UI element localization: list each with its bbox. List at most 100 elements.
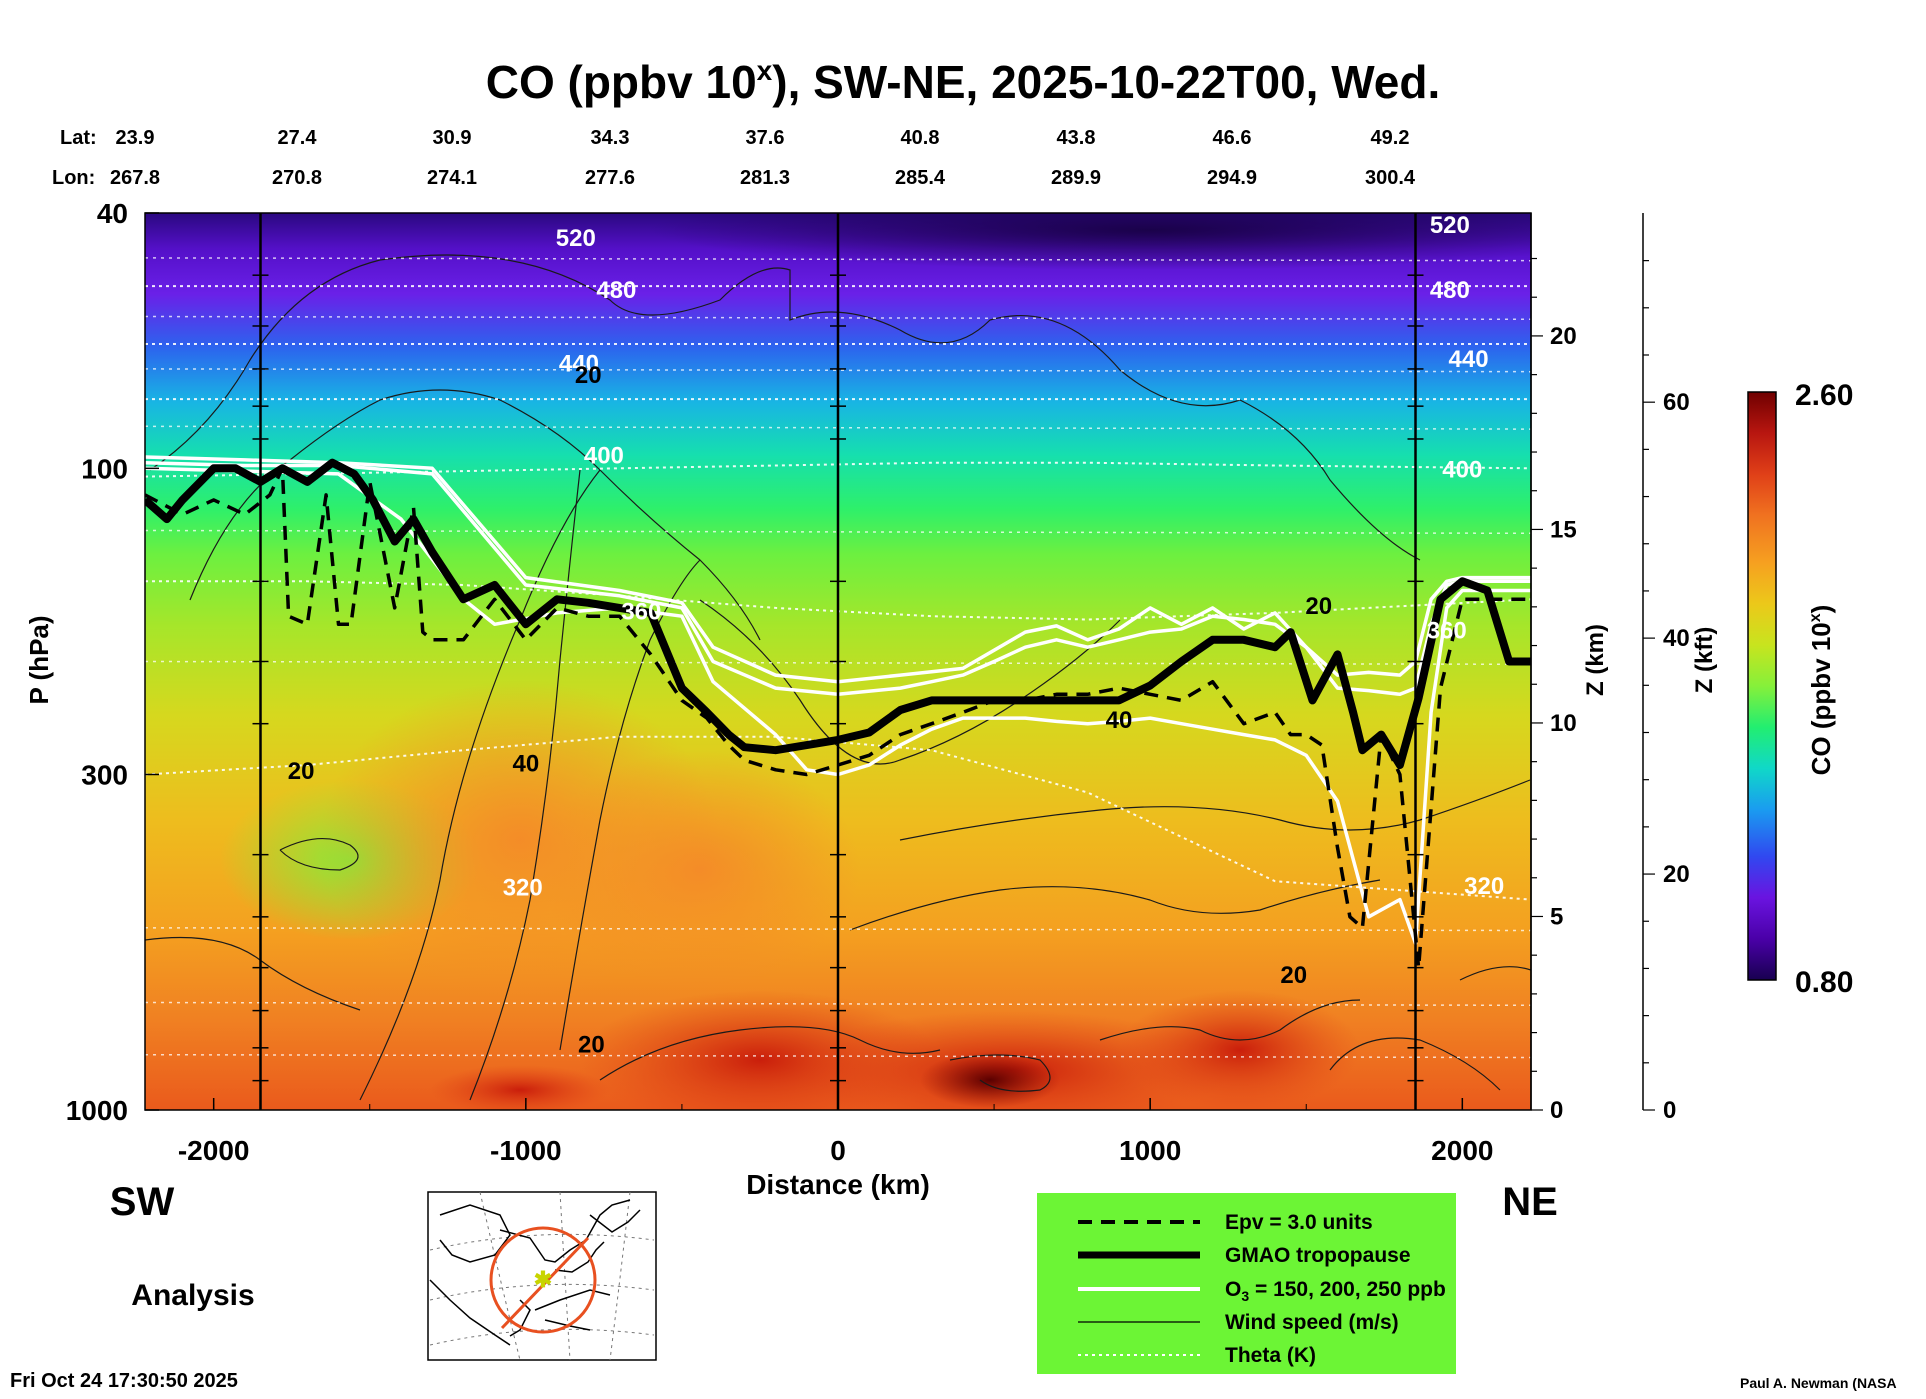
z-kft-tick-label: 60 — [1663, 389, 1690, 416]
lon-label: Lon: — [52, 167, 95, 189]
contour-label: 20 — [578, 1031, 605, 1058]
x-tick-label: 0 — [830, 1135, 846, 1166]
lat-value: 27.4 — [278, 127, 318, 149]
lat-value: 40.8 — [901, 127, 940, 149]
inset-map: ✱ — [427, 1191, 657, 1361]
z-km-tick-label: 0 — [1550, 1097, 1563, 1124]
z-km-axis: 0 5 10 15 20 — [1530, 213, 1577, 1124]
contour-label: 440 — [1449, 346, 1489, 373]
contour-label: 520 — [556, 225, 596, 252]
z-kft-axis-label: Z (kft) — [1691, 627, 1718, 694]
lon-value: 277.6 — [585, 167, 635, 189]
analysis-label: Analysis — [131, 1279, 254, 1312]
contour-label: 20 — [288, 758, 315, 785]
lon-value: 274.1 — [427, 167, 477, 189]
p-tick-label: 100 — [81, 453, 128, 484]
x-axis: -2000 -1000 0 1000 2000 — [178, 1098, 1493, 1166]
ozone-contour-200 — [145, 460, 1531, 697]
y-axis-label: P (hPa) — [24, 615, 54, 704]
lat-value: 43.8 — [1057, 127, 1096, 149]
region-left-label: SW — [110, 1180, 175, 1224]
colorbar-label: CO (ppbv 10x) — [1806, 605, 1836, 776]
contour-label: 400 — [584, 442, 624, 469]
vertical-markers — [252, 213, 1424, 1110]
inset-map-center-marker-icon: ✱ — [534, 1267, 552, 1292]
contour-label: 400 — [1442, 456, 1482, 483]
lon-value: 270.8 — [272, 167, 322, 189]
wind-speed-contour — [359, 469, 601, 1101]
co-field-max-region — [920, 1052, 1060, 1108]
contour-label: 480 — [1430, 277, 1470, 304]
region-right-label: NE — [1502, 1180, 1558, 1224]
legend-epv-label: Epv = 3.0 units — [1225, 1211, 1373, 1234]
x-tick-label: -2000 — [178, 1135, 250, 1166]
p-tick-label: 300 — [81, 759, 128, 790]
lat-value: 46.6 — [1213, 127, 1252, 149]
inset-map-range-circle — [489, 1226, 597, 1334]
contour-label: 40 — [1106, 707, 1133, 734]
colorbar-min-label: 0.80 — [1795, 966, 1853, 999]
wind-speed-contour — [599, 1026, 941, 1081]
lon-value: 281.3 — [740, 167, 790, 189]
x-tick-label: 1000 — [1119, 1135, 1181, 1166]
p-tick-label: 1000 — [66, 1095, 128, 1126]
z-km-tick-label: 10 — [1550, 710, 1577, 737]
colorbar-max-label: 2.60 — [1795, 379, 1853, 412]
timestamp: Fri Oct 24 17:30:50 2025 — [10, 1370, 238, 1392]
contour-label: 440 — [559, 350, 599, 377]
lon-value: 289.9 — [1051, 167, 1101, 189]
ozone-contour-250 — [145, 466, 1531, 946]
inset-map-graticule — [429, 1191, 655, 1361]
z-kft-tick-label: 20 — [1663, 861, 1690, 888]
contour-label: 520 — [1430, 212, 1470, 239]
wind-speed-contour — [899, 779, 1531, 841]
legend-tropopause-label: GMAO tropopause — [1225, 1244, 1411, 1267]
contour-label: 20 — [575, 362, 602, 389]
co-field-red-region-east — [1120, 990, 1360, 1110]
pressure-axis: 40 100 300 1000 — [66, 198, 159, 1126]
lat-value: 23.9 — [116, 127, 155, 149]
contour-label: 40 — [512, 750, 539, 777]
lon-value: 300.4 — [1365, 167, 1416, 189]
legend-ozone-label: O3 = 150, 200, 250 ppb — [1225, 1278, 1446, 1304]
wind-speed-contour — [849, 879, 1381, 931]
wind-speed-contour — [279, 837, 359, 871]
wind-speed-contour — [699, 599, 1121, 765]
lon-value: 267.8 — [110, 167, 160, 189]
wind-speed-contour — [469, 469, 581, 1101]
x-tick-label: -1000 — [490, 1135, 562, 1166]
theta-contour-360 — [145, 580, 1531, 621]
epv-contour — [145, 466, 1531, 970]
x-axis-label: Distance (km) — [746, 1169, 930, 1200]
co-field-low-region — [650, 213, 1531, 270]
contour-label: 360 — [1427, 617, 1467, 644]
lat-value: 30.9 — [433, 127, 472, 149]
legend-theta-label: Theta (K) — [1225, 1344, 1316, 1367]
z-km-tick-label: 15 — [1550, 516, 1577, 543]
wind-speed-contour — [949, 1054, 1051, 1092]
theta-contour-400 — [145, 461, 1531, 478]
co-field-orange-region-mid — [540, 750, 860, 990]
z-km-tick-label: 20 — [1550, 323, 1577, 350]
wind-speed-contour — [1099, 999, 1361, 1041]
contour-label: 320 — [1464, 873, 1504, 900]
inset-map-section-line — [500, 1236, 590, 1330]
contour-label: 360 — [621, 598, 661, 625]
lon-value: 294.9 — [1207, 167, 1257, 189]
credit: Paul A. Newman (NASA — [1740, 1375, 1897, 1391]
legend-wind-label: Wind speed (m/s) — [1225, 1311, 1399, 1334]
z-km-tick-label: 5 — [1550, 903, 1563, 930]
z-kft-tick-label: 40 — [1663, 625, 1690, 652]
lat-value: 34.3 — [591, 127, 630, 149]
epv-line — [145, 466, 1531, 970]
wind-speed-contour — [1329, 1037, 1501, 1091]
x-tick-label: 2000 — [1431, 1135, 1493, 1166]
p-tick-label: 40 — [97, 198, 128, 229]
co-field-red-region-surface — [430, 1065, 610, 1110]
z-kft-axis: 0 20 40 60 — [1642, 213, 1690, 1124]
wind-speed-contours — [145, 254, 1531, 1101]
lat-lon-row: 23.9 27.4 30.9 34.3 37.6 40.8 43.8 46.6 49.2 267.… — [110, 127, 1416, 189]
wind-speed-contour — [149, 254, 1421, 561]
lon-value: 285.4 — [895, 167, 946, 189]
